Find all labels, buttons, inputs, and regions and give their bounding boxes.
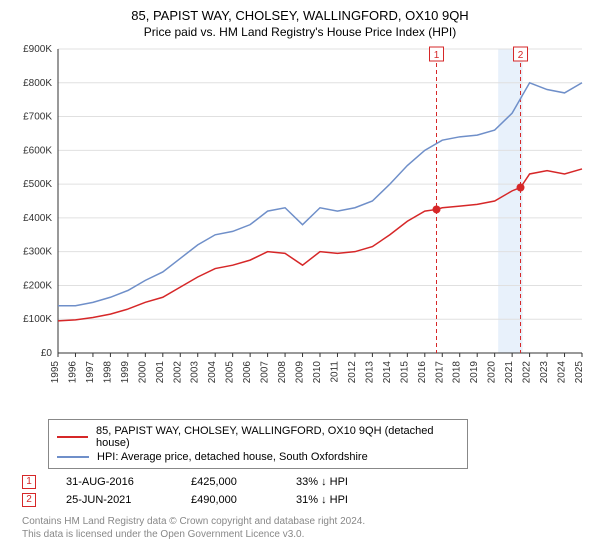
svg-text:£600K: £600K xyxy=(23,145,52,156)
legend-label: 85, PAPIST WAY, CHOLSEY, WALLINGFORD, OX… xyxy=(96,425,459,449)
svg-text:2000: 2000 xyxy=(137,361,148,384)
svg-text:2021: 2021 xyxy=(504,361,515,384)
svg-text:2013: 2013 xyxy=(364,361,375,384)
svg-text:2007: 2007 xyxy=(260,361,271,384)
legend-item: HPI: Average price, detached house, Sout… xyxy=(57,450,459,464)
svg-text:2022: 2022 xyxy=(522,361,533,384)
chart-subtitle: Price paid vs. HM Land Registry's House … xyxy=(10,25,590,39)
marker-badge: 1 xyxy=(22,475,36,489)
svg-text:2018: 2018 xyxy=(452,361,463,384)
event-marker-row: 2 25-JUN-2021 £490,000 31% ↓ HPI xyxy=(22,491,590,509)
svg-text:2001: 2001 xyxy=(155,361,166,384)
marker-price: £490,000 xyxy=(191,494,266,506)
legend-item: 85, PAPIST WAY, CHOLSEY, WALLINGFORD, OX… xyxy=(57,424,459,450)
svg-text:1996: 1996 xyxy=(67,361,78,384)
svg-text:£200K: £200K xyxy=(23,280,52,291)
svg-text:2014: 2014 xyxy=(382,361,393,384)
svg-text:2006: 2006 xyxy=(242,361,253,384)
svg-text:£900K: £900K xyxy=(23,44,52,55)
svg-text:£500K: £500K xyxy=(23,179,52,190)
marker-badge: 2 xyxy=(22,493,36,507)
footer-line-2: This data is licensed under the Open Gov… xyxy=(22,528,590,541)
svg-text:1: 1 xyxy=(434,50,440,61)
svg-text:2009: 2009 xyxy=(295,361,306,384)
legend: 85, PAPIST WAY, CHOLSEY, WALLINGFORD, OX… xyxy=(48,419,468,469)
svg-text:£300K: £300K xyxy=(23,247,52,258)
footer: Contains HM Land Registry data © Crown c… xyxy=(22,515,590,541)
svg-text:1997: 1997 xyxy=(85,361,96,384)
svg-text:£400K: £400K xyxy=(23,213,52,224)
svg-text:1998: 1998 xyxy=(102,361,113,384)
event-marker-row: 1 31-AUG-2016 £425,000 33% ↓ HPI xyxy=(22,473,590,491)
chart-container: 85, PAPIST WAY, CHOLSEY, WALLINGFORD, OX… xyxy=(0,0,600,560)
svg-text:2020: 2020 xyxy=(487,361,498,384)
marker-date: 31-AUG-2016 xyxy=(66,476,161,488)
footer-line-1: Contains HM Land Registry data © Crown c… xyxy=(22,515,590,528)
svg-text:2019: 2019 xyxy=(469,361,480,384)
svg-text:2015: 2015 xyxy=(399,361,410,384)
svg-text:£100K: £100K xyxy=(23,314,52,325)
svg-text:2017: 2017 xyxy=(434,361,445,384)
svg-text:2024: 2024 xyxy=(557,361,568,384)
svg-text:2: 2 xyxy=(518,50,524,61)
svg-text:2025: 2025 xyxy=(574,361,585,384)
chart-title: 85, PAPIST WAY, CHOLSEY, WALLINGFORD, OX… xyxy=(10,8,590,23)
svg-text:2005: 2005 xyxy=(225,361,236,384)
svg-text:2002: 2002 xyxy=(172,361,183,384)
svg-text:1999: 1999 xyxy=(120,361,131,384)
svg-text:£0: £0 xyxy=(41,348,53,359)
svg-text:2004: 2004 xyxy=(207,361,218,384)
svg-text:2016: 2016 xyxy=(417,361,428,384)
svg-text:2011: 2011 xyxy=(329,361,340,383)
legend-swatch xyxy=(57,436,88,438)
svg-text:2023: 2023 xyxy=(539,361,550,384)
marker-date: 25-JUN-2021 xyxy=(66,494,161,506)
svg-text:£800K: £800K xyxy=(23,78,52,89)
legend-swatch xyxy=(57,456,89,458)
svg-text:1995: 1995 xyxy=(50,361,61,384)
marker-diff: 33% ↓ HPI xyxy=(296,476,348,488)
event-markers-list: 1 31-AUG-2016 £425,000 33% ↓ HPI 2 25-JUN-202… xyxy=(22,473,590,509)
svg-text:2012: 2012 xyxy=(347,361,358,384)
svg-text:2008: 2008 xyxy=(277,361,288,384)
marker-diff: 31% ↓ HPI xyxy=(296,494,348,506)
svg-text:2003: 2003 xyxy=(190,361,201,384)
legend-label: HPI: Average price, detached house, Sout… xyxy=(97,451,368,463)
svg-text:£700K: £700K xyxy=(23,112,52,123)
marker-price: £425,000 xyxy=(191,476,266,488)
chart-plot-area: £0 £100K £200K £300K £400K £500K £600K £700K £80… xyxy=(10,43,590,413)
line-chart: £0 £100K £200K £300K £400K £500K £600K £700K £80… xyxy=(10,43,590,413)
svg-text:2010: 2010 xyxy=(312,361,323,384)
